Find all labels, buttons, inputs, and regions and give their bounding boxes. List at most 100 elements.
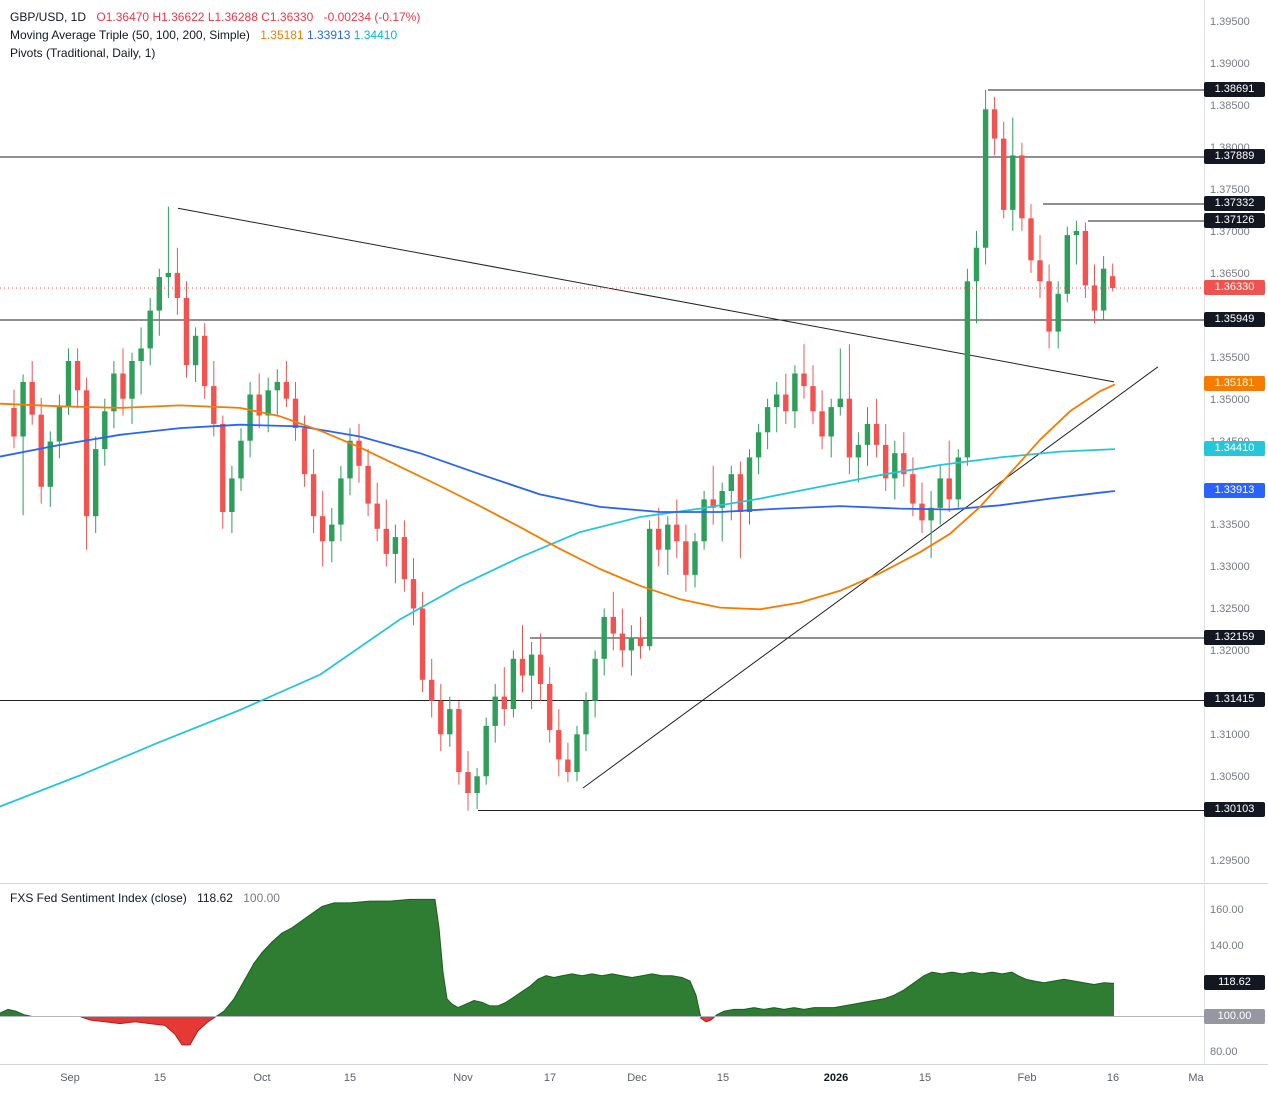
price-axis-label: 1.32000 [1210, 645, 1250, 658]
sentiment-area-negative [0, 1016, 1114, 1045]
candle-body [719, 491, 725, 508]
indicator-axis-label: 140.00 [1210, 939, 1244, 952]
candle-body [465, 772, 471, 793]
candle-body [220, 423, 226, 512]
candle-body [401, 537, 408, 580]
candle-body [910, 474, 916, 504]
sentiment-indicator-title[interactable]: FXS Fed Sentiment Index (close) [10, 891, 187, 905]
candle-body [646, 528, 653, 647]
price-axis-label: 1.38500 [1210, 99, 1250, 112]
pivot-badge-r3: 1.38691 [1204, 81, 1265, 97]
candle-body [1091, 285, 1098, 311]
candle-body [183, 298, 190, 366]
candle-body [701, 499, 707, 542]
candle-body [202, 335, 208, 387]
candle-body [138, 348, 144, 361]
ma200-badge: 1.34410 [1204, 441, 1265, 457]
pivots-indicator-title[interactable]: Pivots (Traditional, Daily, 1) [10, 46, 156, 60]
pivot-badge-r2: 1.37889 [1204, 149, 1265, 165]
pivots-legend-row: Pivots (Traditional, Daily, 1) [10, 46, 155, 60]
candle-body [1073, 230, 1080, 236]
candle-body [147, 310, 153, 349]
price-axis-label: 1.33000 [1210, 561, 1250, 574]
ma-indicator-title[interactable]: Moving Average Triple (50, 100, 200, Sim… [10, 28, 250, 42]
candle-body [438, 700, 444, 735]
candle-body [211, 386, 217, 424]
candle-body [501, 696, 507, 710]
price-axis-label: 1.37000 [1210, 225, 1250, 238]
candle-body [74, 361, 81, 391]
candle-body [265, 390, 271, 416]
candle-body [174, 272, 181, 298]
candle-body [792, 373, 798, 412]
candle-body [973, 247, 980, 282]
time-axis-label: Ma [1188, 1072, 1204, 1084]
candle-body [610, 616, 616, 634]
candle-body [1046, 281, 1052, 332]
candle-body [11, 407, 17, 437]
pivot-badge-s2: 1.31415 [1204, 692, 1265, 708]
candle-body [901, 453, 907, 475]
candle-body [347, 440, 353, 479]
candle-body [165, 272, 172, 278]
candle-body [456, 709, 462, 773]
candle-body [828, 407, 834, 437]
candle-body [991, 109, 998, 139]
candle-body [83, 390, 90, 517]
ma200-line [0, 448, 1116, 808]
candle-body [556, 730, 562, 760]
candle-body [964, 281, 971, 458]
candle-body [801, 373, 807, 387]
candle-body [429, 679, 435, 701]
price-axis-label: 1.33500 [1210, 519, 1250, 532]
candle-body [565, 759, 571, 773]
candle-body [955, 457, 961, 500]
candle-body [292, 398, 299, 429]
candle-body [728, 474, 734, 491]
candle-body [320, 516, 326, 542]
candle-body [601, 616, 607, 659]
sentiment-baseline-badge: 100.00 [1204, 1008, 1265, 1024]
candle-body [628, 637, 635, 651]
candle-body [746, 457, 753, 512]
ma100-badge: 1.33913 [1204, 482, 1265, 498]
candle-body [837, 398, 843, 408]
candle-body [873, 423, 880, 445]
price-axis-label: 1.37500 [1210, 183, 1250, 196]
candle-body [674, 524, 680, 542]
candle-body [855, 444, 862, 458]
candle-body [946, 478, 952, 500]
price-axis-label: 1.29500 [1210, 855, 1250, 867]
candle-body [365, 465, 371, 504]
candle-body [301, 428, 308, 475]
candle-body [1055, 293, 1061, 332]
time-axis-label: Feb [1017, 1072, 1037, 1084]
price-axis-label: 1.31000 [1210, 729, 1250, 742]
trendline[interactable] [177, 207, 1115, 383]
candle-body [583, 700, 589, 735]
candle-body [1082, 230, 1089, 286]
candle-body [846, 398, 853, 458]
pivot-badge-s1: 1.32159 [1204, 629, 1265, 645]
candle-body [1110, 276, 1116, 288]
time-axis-label: 15 [343, 1072, 357, 1084]
candle-body [510, 658, 517, 710]
time-axis-label: Dec [627, 1072, 647, 1084]
indicator-axis-label: 160.00 [1210, 904, 1244, 916]
candle-body [883, 444, 889, 479]
price-axis-label: 1.35500 [1210, 351, 1250, 364]
pivot-badge-s3: 1.30103 [1204, 802, 1265, 818]
candle-body [592, 658, 598, 701]
candle-body [692, 541, 698, 575]
candle-body [65, 361, 72, 407]
price-axis-label: 1.39000 [1210, 58, 1250, 70]
ma-legend-row: Moving Average Triple (50, 100, 200, Sim… [10, 28, 397, 42]
time-axis-label: Oct [253, 1072, 271, 1084]
candle-body [20, 381, 26, 437]
candle-body [619, 633, 626, 651]
symbol-title[interactable]: GBP/USD, 1D [10, 10, 87, 24]
candle-body [156, 277, 162, 311]
candle-body [356, 440, 362, 466]
price-axis-label: 1.35000 [1210, 393, 1250, 406]
